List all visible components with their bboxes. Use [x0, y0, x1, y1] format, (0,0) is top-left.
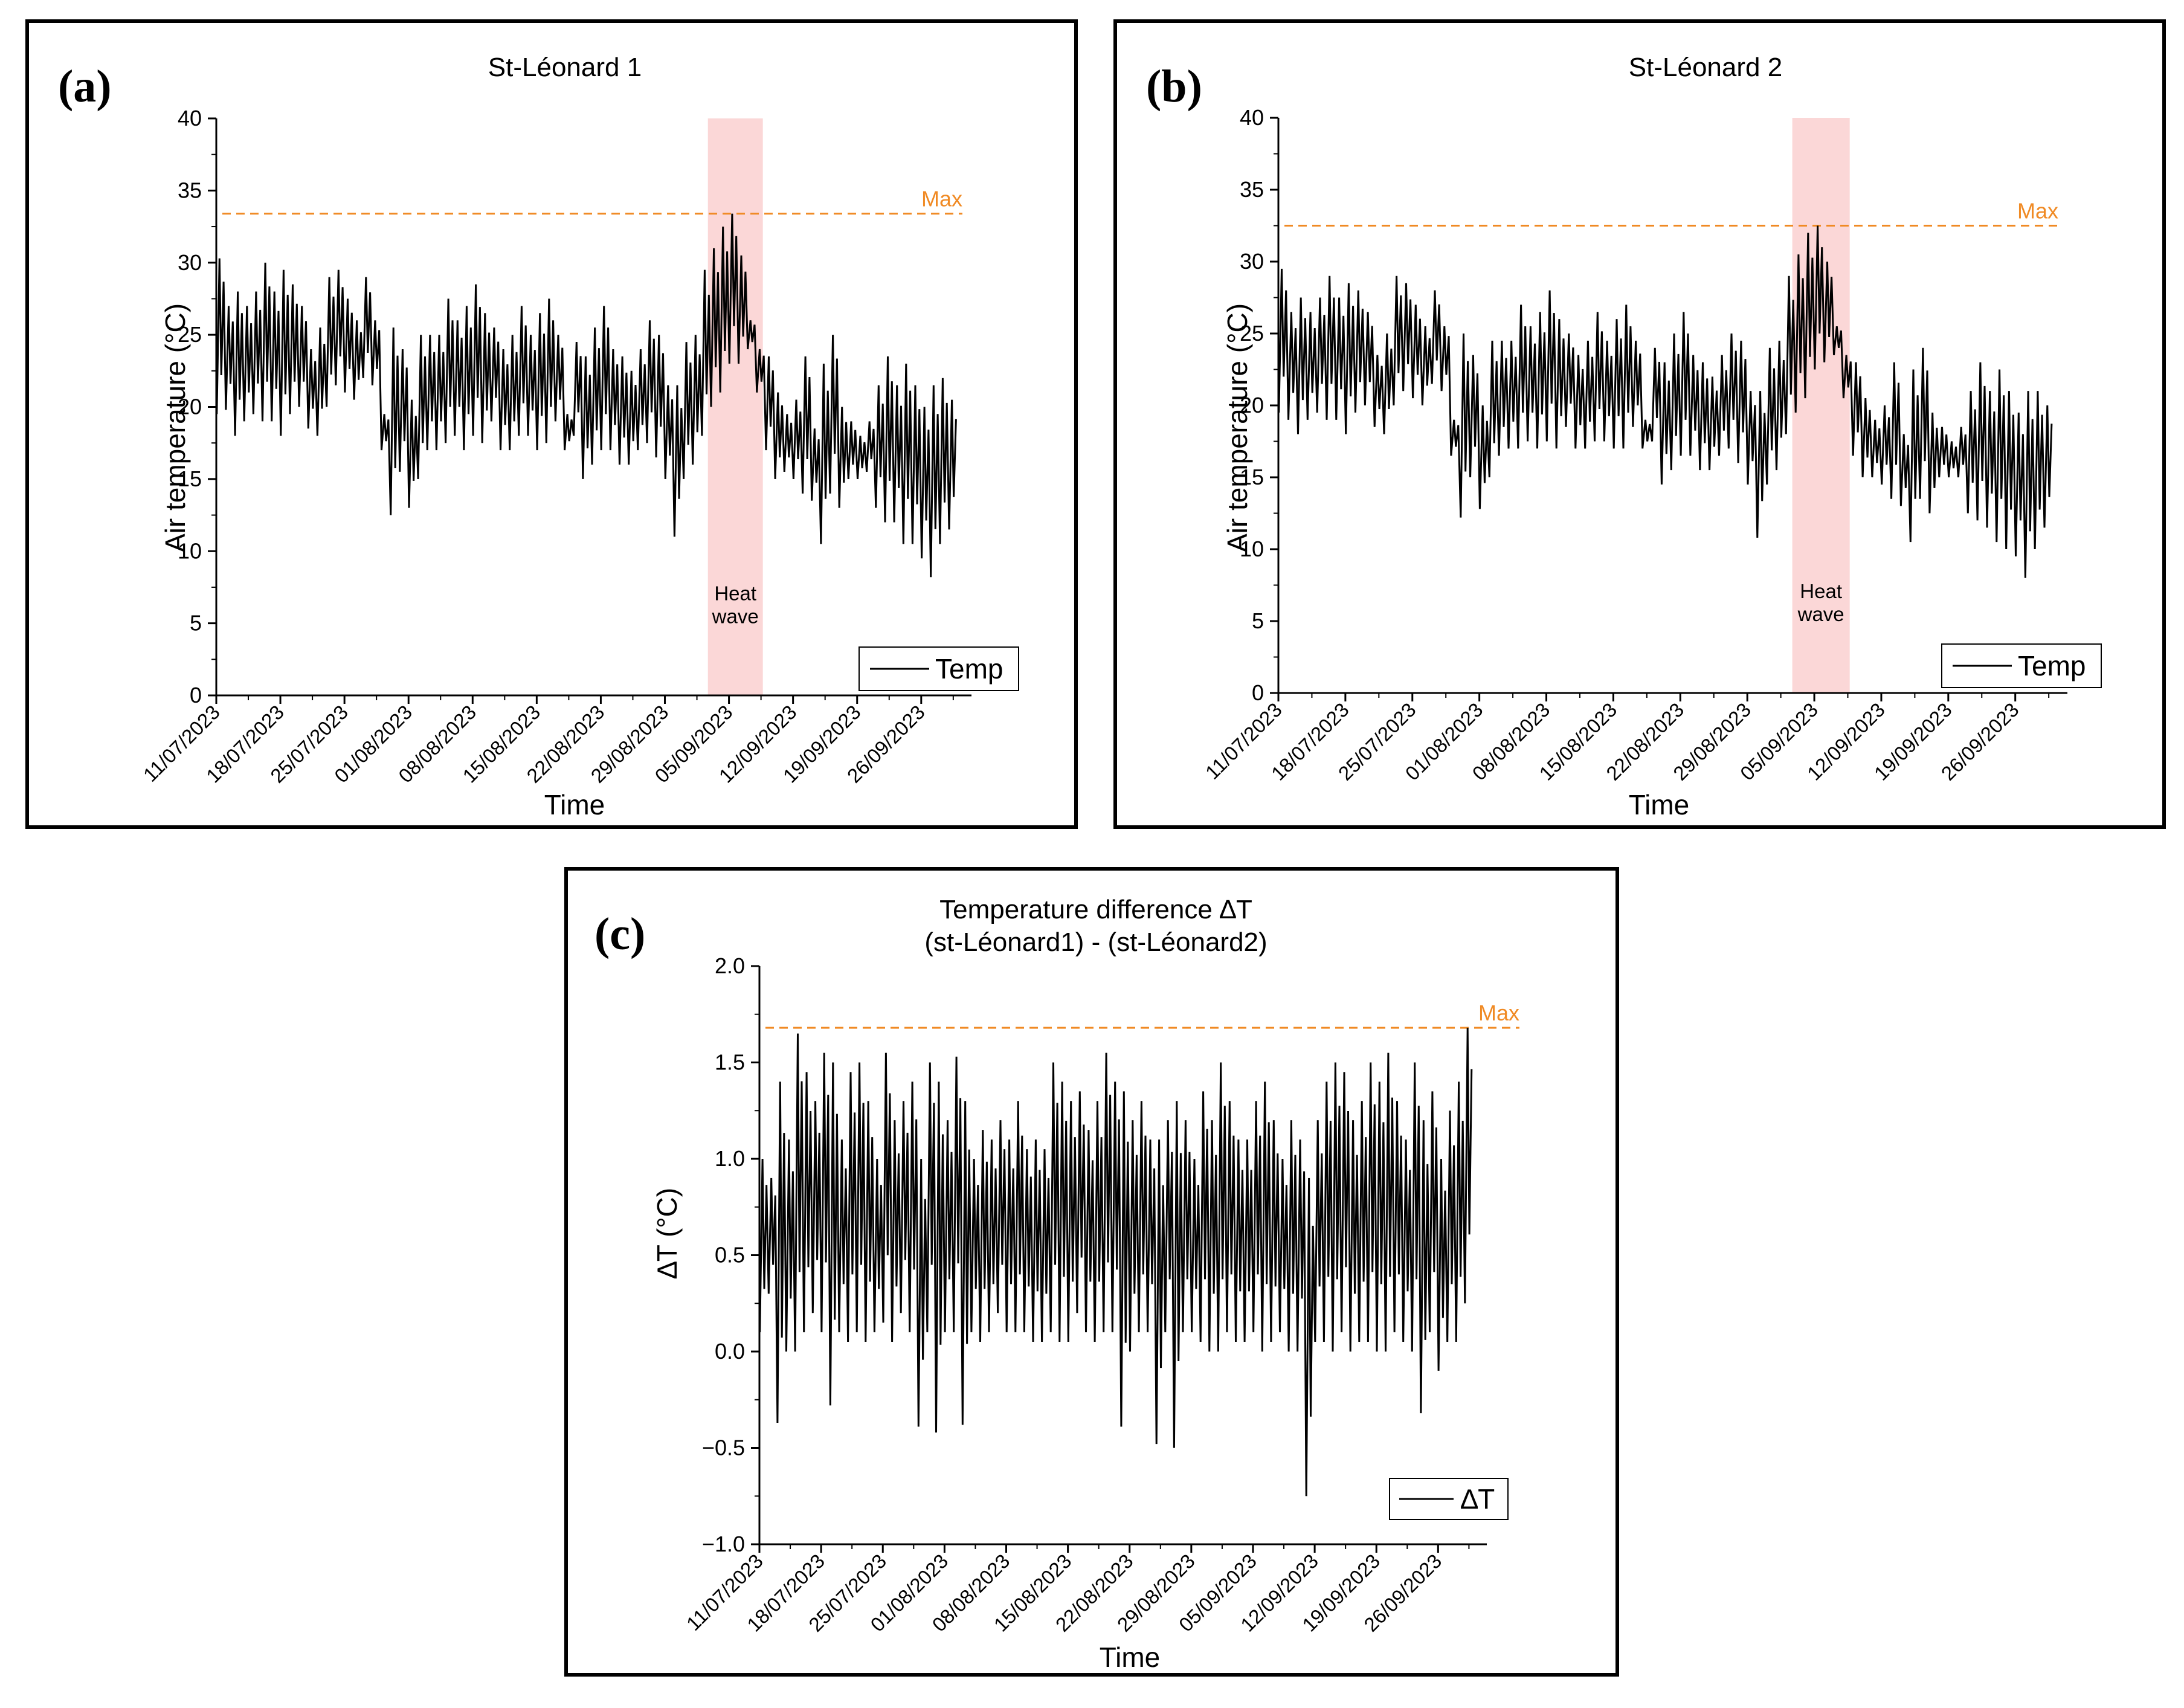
y-tick-label-b: 35: [1240, 177, 1264, 202]
y-tick-label-b: 20: [1240, 393, 1264, 417]
chart-panel-b: (b) St-Léonard 2 Heat wave Max 0 5 10 15 20 2…: [1113, 19, 2166, 829]
x-axis-label-c: Time: [1100, 1642, 1161, 1673]
chart-panel-c: (c) Temperature difference ∆T (st-Léonar…: [564, 867, 1619, 1677]
max-label-c: Max: [1478, 1001, 1519, 1025]
max-label-b: Max: [2017, 199, 2058, 224]
y-tick-label-c: 1.0: [715, 1146, 745, 1171]
panel-label-c: (c): [594, 909, 645, 959]
y-tick-label-c: −1.0: [702, 1532, 745, 1556]
legend-a: Temp: [858, 646, 1019, 691]
x-axis-label-b: Time: [1629, 789, 1690, 820]
panel-label-b: (b): [1146, 61, 1202, 112]
y-tick-label-a: 0: [190, 683, 202, 707]
y-axis-label-b: Air temperature (°C): [1222, 303, 1253, 552]
legend-c: ∆T: [1389, 1478, 1509, 1520]
y-axis-label-c: ∆T (°C): [651, 1188, 683, 1278]
y-tick-label-b: 25: [1240, 321, 1264, 346]
legend-text-c: ∆T: [1461, 1483, 1495, 1515]
y-tick-label-b: 0: [1252, 680, 1264, 705]
y-tick-label-a: 10: [178, 538, 202, 563]
y-axis-label-a: Air temperature (°C): [159, 303, 191, 552]
legend-b: Temp: [1941, 643, 2102, 688]
heatwave-label-line1-a: Heat: [714, 582, 756, 604]
y-tick-label-a: 30: [178, 250, 202, 275]
delta-t-series-line-c: [759, 1028, 1473, 1497]
y-tick-label-b: 30: [1240, 249, 1264, 274]
temp-series-line-a: [216, 213, 957, 578]
chart-title-line1-c: Temperature difference ∆T: [939, 895, 1252, 924]
y-tick-label-c: 1.5: [715, 1050, 745, 1075]
y-tick-label-c: −0.5: [702, 1436, 745, 1460]
chart-panel-a: (a) St-Léonard 1 Heat wave Max 0 5 10 15 20 2…: [25, 19, 1078, 829]
y-tick-label-a: 20: [178, 395, 202, 419]
y-tick-label-c: 2.0: [715, 953, 745, 978]
y-tick-label-b: 15: [1240, 465, 1264, 489]
heatwave-label-line2-a: wave: [712, 605, 759, 628]
heatwave-label-line2-b: wave: [1797, 603, 1844, 625]
y-tick-label-c: 0.0: [715, 1339, 745, 1364]
x-axis-label-a: Time: [544, 789, 605, 820]
y-tick-label-a: 15: [178, 466, 202, 491]
max-label-a: Max: [921, 187, 962, 211]
heatwave-label-line1-b: Heat: [1800, 580, 1842, 602]
chart-b-svg: (b) St-Léonard 2 Heat wave Max 0 5 10 15 20 2…: [1146, 53, 2102, 820]
chart-title-line2-c: (st-Léonard1) - (st-Léonard2): [924, 927, 1267, 957]
temp-series-line-b: [1278, 225, 2053, 578]
heatwave-band-a: [707, 118, 763, 695]
y-tick-label-b: 10: [1240, 537, 1264, 561]
y-tick-label-a: 5: [190, 611, 202, 636]
y-tick-label-c: 0.5: [715, 1243, 745, 1268]
chart-a-svg: (a) St-Léonard 1 Heat wave Max 0 5 10 15 20 2…: [58, 53, 1019, 820]
legend-text-a: Temp: [935, 653, 1003, 685]
y-tick-label-b: 40: [1240, 105, 1264, 130]
y-tick-label-a: 35: [178, 178, 202, 202]
legend-text-b: Temp: [2018, 650, 2086, 682]
heatwave-band-b: [1792, 118, 1850, 693]
y-tick-label-a: 25: [178, 322, 202, 347]
chart-title-b: St-Léonard 2: [1629, 53, 1782, 82]
chart-c-svg: (c) Temperature difference ∆T (st-Léonar…: [594, 895, 1519, 1673]
y-tick-label-a: 40: [178, 106, 202, 131]
chart-title-a: St-Léonard 1: [488, 53, 642, 82]
panel-label-a: (a): [58, 61, 112, 112]
y-tick-label-b: 5: [1252, 608, 1264, 633]
